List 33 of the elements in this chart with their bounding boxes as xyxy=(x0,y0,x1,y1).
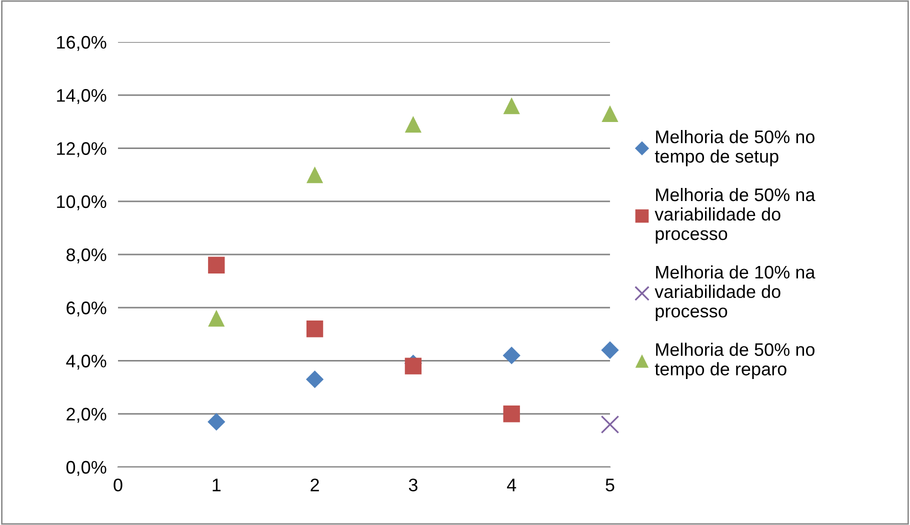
legend-label: Melhoria de 10% na variabilidade do processo xyxy=(654,265,816,322)
x-tick-label: 2 xyxy=(310,478,319,492)
legend-label: Melhoria de 50% no tempo de reparo xyxy=(654,342,814,380)
point xyxy=(404,116,422,133)
y-tick-label: 10,0% xyxy=(57,195,106,210)
point xyxy=(208,310,225,327)
y-tick-label: 6,0% xyxy=(66,302,106,316)
x-tick-label: 3 xyxy=(408,478,418,492)
point xyxy=(404,358,422,374)
point xyxy=(208,413,226,431)
y-tick-label: 8,0% xyxy=(66,248,106,264)
point xyxy=(306,370,324,388)
legend-label: Melhoria de 50% no tempo de setup xyxy=(654,130,814,166)
point xyxy=(208,256,225,274)
point xyxy=(503,406,520,422)
x-tick-label: 5 xyxy=(606,478,614,492)
y-tick-label: 16,0% xyxy=(57,36,106,51)
x-tick-label: 0 xyxy=(114,478,122,492)
point xyxy=(306,320,324,338)
y-tick-label: 12,0% xyxy=(57,142,106,158)
point xyxy=(306,166,324,184)
x-tick-label: 4 xyxy=(506,478,516,492)
point xyxy=(600,415,620,434)
point xyxy=(503,97,520,114)
y-tick-label: 2,0% xyxy=(66,408,106,423)
x-tick-label: 1 xyxy=(212,478,221,492)
y-tick-label: 14,0% xyxy=(57,89,106,104)
legend-label: Melhoria de 50% na variabilidade do processo xyxy=(654,188,816,244)
point xyxy=(502,346,520,364)
point xyxy=(602,105,618,122)
y-tick-label: 0,0% xyxy=(66,460,106,476)
point xyxy=(601,341,619,359)
y-tick-label: 4,0% xyxy=(66,354,106,370)
